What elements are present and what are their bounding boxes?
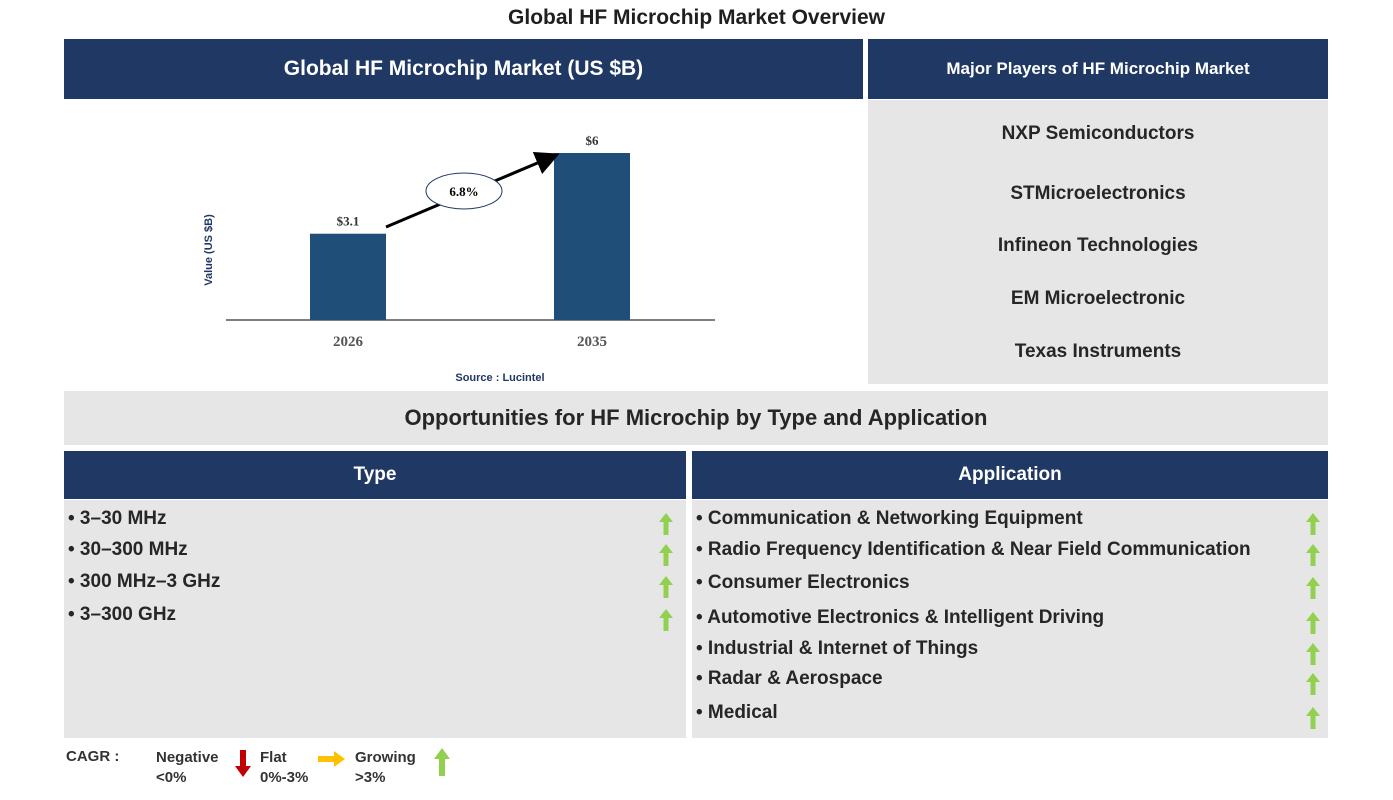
legend-negative-range: <0% [156, 769, 187, 786]
page-title: Global HF Microchip Market Overview [508, 6, 885, 29]
arrow-up-icon [1306, 673, 1320, 695]
legend-flat: Flat 0%-3% [260, 748, 308, 788]
list-item: • 3–300 GHz [68, 604, 177, 625]
arrow-up-icon [1306, 707, 1320, 729]
list-item: • Industrial & Internet of Things [696, 638, 979, 659]
legend-flat-label: Flat [260, 749, 287, 766]
source-label: Source : Lucintel [455, 372, 544, 384]
cagr-ellipse [425, 172, 503, 210]
player-item: Infineon Technologies [997, 235, 1199, 256]
arrow-right-icon [318, 751, 345, 767]
data-label: $3.1 [337, 214, 360, 229]
player-item: Texas Instruments [1014, 341, 1182, 362]
list-item: • Radio Frequency Identification & Near … [696, 539, 1251, 560]
legend-growing: Growing >3% [355, 748, 416, 788]
list-item: • Automotive Electronics & Intelligent D… [696, 607, 1105, 628]
type-panel: • 3–30 MHz • 30–300 MHz • 300 MHz–3 GHz • 3… [64, 500, 686, 738]
y-axis-label: Value (US $B) [203, 214, 215, 286]
arrow-up-icon [659, 576, 673, 598]
arrow-up-icon [1306, 544, 1320, 566]
arrow-up-icon [659, 544, 673, 566]
cagr-label: 6.8% [449, 184, 478, 199]
list-item: • 3–30 MHz [68, 508, 167, 529]
market-chart: Value (US $B) $3.1 2026 $6 2035 6.8% Source… [203, 133, 715, 384]
market-header: Global HF Microchip Market (US $B) [64, 39, 863, 99]
arrow-up-icon [659, 513, 673, 535]
legend-flat-range: 0%-3% [260, 769, 309, 786]
arrow-up-icon [1306, 513, 1320, 535]
list-item: • Communication & Networking Equipment [696, 508, 1083, 529]
opportunities-title: Opportunities for HF Microchip by Type a… [64, 391, 1328, 445]
legend-growing-range: >3% [355, 769, 386, 786]
legend-negative-label: Negative [156, 749, 219, 766]
legend-label: CAGR : [66, 748, 120, 765]
bar-2026 [310, 233, 386, 320]
list-item: • Consumer Electronics [696, 572, 910, 593]
legend-negative: Negative <0% [156, 748, 219, 788]
legend-growing-label: Growing [355, 749, 416, 766]
application-header: Application [692, 451, 1328, 499]
bar-2035 [554, 153, 630, 320]
players-panel: NXP Semiconductors STMicroelectronics In… [868, 100, 1328, 384]
arrow-down-icon [235, 750, 251, 777]
list-item: • 30–300 MHz [68, 539, 188, 560]
arrow-up-icon [1306, 577, 1320, 599]
arrow-up-icon [434, 748, 450, 776]
arrow-up-icon [1306, 612, 1320, 634]
player-item: NXP Semiconductors [1001, 123, 1195, 144]
type-header: Type [64, 451, 686, 499]
list-item: • Medical [696, 702, 778, 723]
x-tick-label: 2026 [333, 334, 364, 350]
application-panel: • Communication & Networking Equipment • … [692, 500, 1328, 738]
players-header: Major Players of HF Microchip Market [868, 39, 1328, 99]
arrow-up-icon [659, 609, 673, 631]
arrow-up-icon [1306, 643, 1320, 665]
list-item: • 300 MHz–3 GHz [68, 571, 221, 592]
player-item: STMicroelectronics [1010, 183, 1186, 204]
x-tick-label: 2035 [577, 334, 607, 350]
player-item: EM Microelectronic [1010, 288, 1186, 309]
list-item: • Radar & Aerospace [696, 668, 883, 689]
data-label: $6 [586, 133, 600, 148]
